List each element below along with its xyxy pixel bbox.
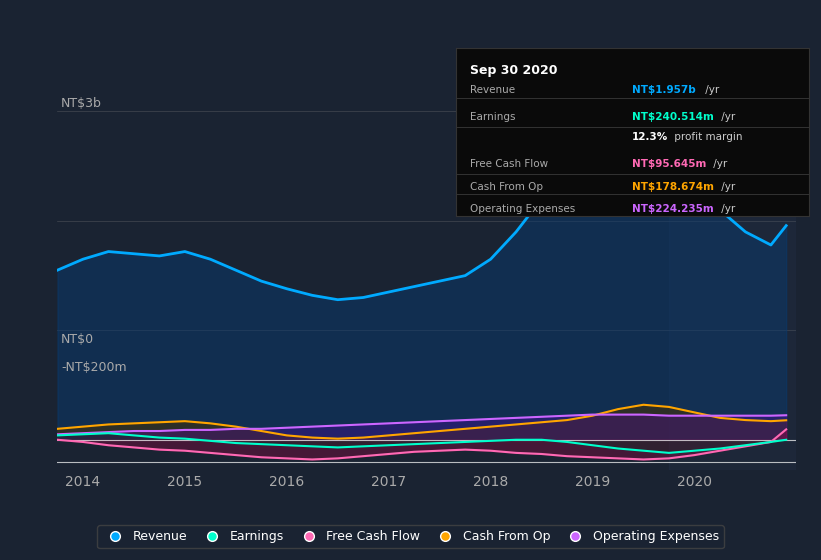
Text: /yr: /yr — [718, 111, 735, 122]
Bar — [669, 90, 796, 470]
Text: profit margin: profit margin — [671, 132, 742, 142]
Text: NT$224.235m: NT$224.235m — [632, 204, 714, 214]
Text: NT$240.514m: NT$240.514m — [632, 111, 714, 122]
Text: Revenue: Revenue — [470, 85, 515, 95]
Text: 12.3%: 12.3% — [632, 132, 668, 142]
Text: NT$178.674m: NT$178.674m — [632, 182, 714, 192]
Text: /yr: /yr — [702, 85, 719, 95]
Text: NT$3b: NT$3b — [62, 97, 102, 110]
Text: /yr: /yr — [718, 182, 735, 192]
Text: -NT$200m: -NT$200m — [62, 361, 126, 374]
Text: NT$1.957b: NT$1.957b — [632, 85, 696, 95]
Legend: Revenue, Earnings, Free Cash Flow, Cash From Op, Operating Expenses: Revenue, Earnings, Free Cash Flow, Cash … — [97, 525, 724, 548]
Text: /yr: /yr — [718, 204, 735, 214]
Text: /yr: /yr — [710, 158, 727, 169]
Text: NT$95.645m: NT$95.645m — [632, 158, 707, 169]
Text: Cash From Op: Cash From Op — [470, 182, 543, 192]
Text: Earnings: Earnings — [470, 111, 516, 122]
Text: Operating Expenses: Operating Expenses — [470, 204, 575, 214]
Text: NT$0: NT$0 — [62, 333, 94, 346]
Text: Free Cash Flow: Free Cash Flow — [470, 158, 548, 169]
Text: Sep 30 2020: Sep 30 2020 — [470, 64, 557, 77]
